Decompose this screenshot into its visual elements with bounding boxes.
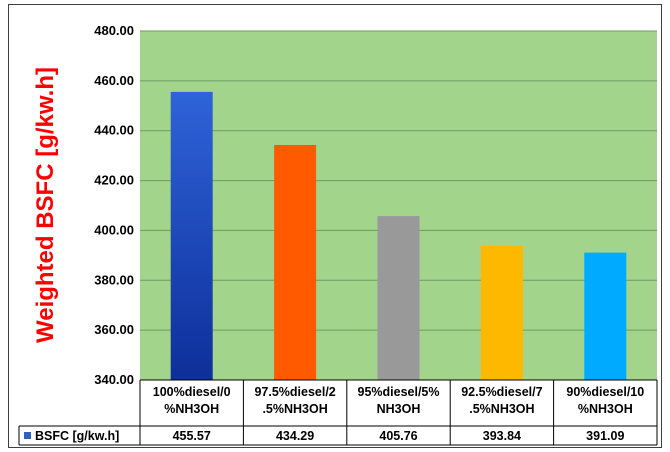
category-label: .5%NH3OH [262,402,327,416]
chart-frame: 340.00 360.00 380.00 400.00 420.00 440.00 460.… [8,4,662,448]
table-value: 393.84 [483,429,521,443]
bar [274,144,317,380]
y-axis-ticks: 340.00 360.00 380.00 400.00 420.00 440.00 460.… [94,23,134,387]
series-name: BSFC [g/kw.h] [35,429,119,443]
y-tick-label: 480.00 [94,23,134,38]
table-value: 391.09 [586,429,624,443]
y-tick-label: 340.00 [94,372,134,387]
category-label: 100%diesel/0 [153,385,231,399]
category-label: 92.5%diesel/7 [461,385,542,399]
legend-key [24,432,31,439]
y-axis-label: Weighted BSFC [g/kw.h] [32,67,59,343]
category-label: NH3OH [377,402,421,416]
table-value: 434.29 [276,429,314,443]
y-tick-label: 360.00 [94,322,134,337]
y-tick-label: 440.00 [94,123,134,138]
table-value: 455.57 [173,429,211,443]
y-tick-label: 400.00 [94,222,134,237]
bsfc-bar-chart: 340.00 360.00 380.00 400.00 420.00 440.00 460.… [18,23,658,446]
bars [170,91,627,380]
category-label: %NH3OH [578,402,633,416]
bar [480,245,523,380]
data-table: 100%diesel/0 %NH3OH 97.5%diesel/2 .5%NH3OH 9… [18,379,658,446]
table-value: 405.76 [379,429,417,443]
category-label: 90%diesel/10 [566,385,644,399]
category-label: .5%NH3OH [469,402,534,416]
category-label: 95%diesel/5% [358,385,440,399]
bar [584,252,627,380]
y-tick-label: 420.00 [94,173,134,188]
category-label: 97.5%diesel/2 [254,385,335,399]
y-tick-label: 380.00 [94,272,134,287]
y-tick-label: 460.00 [94,73,134,88]
category-label: %NH3OH [164,402,219,416]
bar [377,216,420,380]
bar [170,91,213,380]
